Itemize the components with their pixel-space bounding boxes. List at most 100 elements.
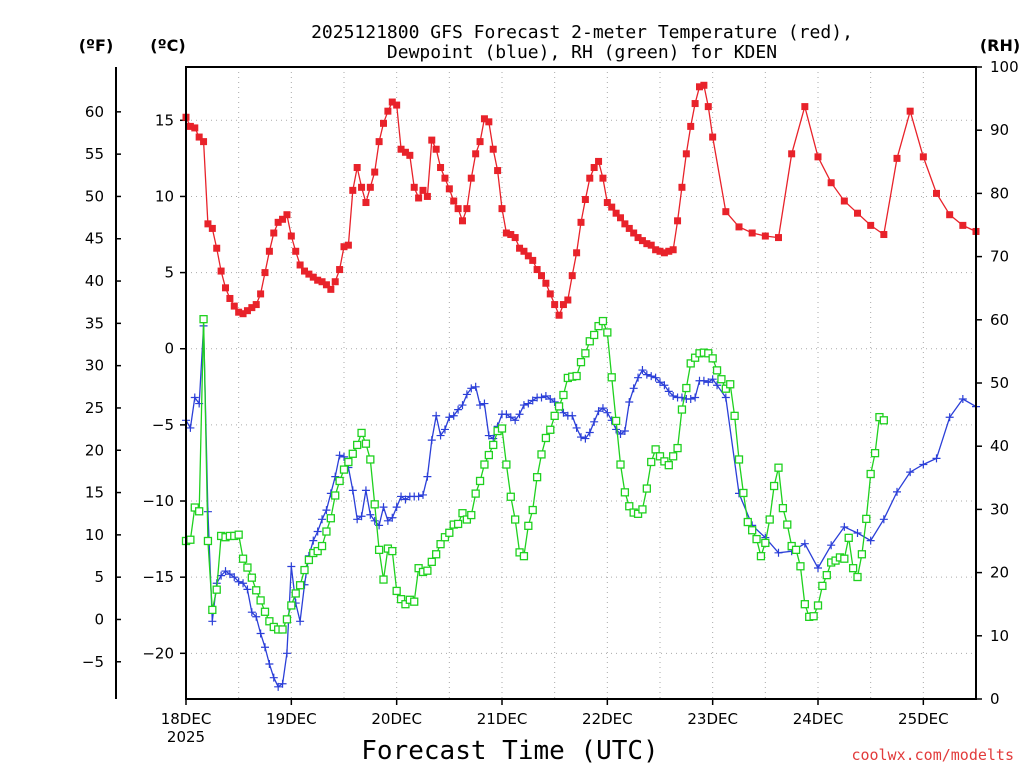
dewpoint-point [388,513,397,522]
temperature-point [880,231,888,239]
dewpoint-point [423,472,432,481]
temperature-point [243,307,251,315]
temperature-point [428,136,436,144]
temperature-point [801,103,809,111]
rh-point [669,452,678,461]
dewpoint-point [906,468,915,477]
temperature-point [542,279,550,287]
temperature-point [516,244,524,252]
dewpoint-point [524,399,533,408]
dewpoint-point [274,682,283,691]
dewpoint-point [932,454,941,463]
rh-point [546,425,555,434]
temperature-point [603,199,611,207]
rh-tick-label: 0 [990,690,1000,708]
rh-point [537,450,546,459]
rh-point [594,321,603,331]
dewpoint-point [656,378,664,387]
rh-point [475,476,485,486]
temperature-point [195,133,203,141]
temperature-point [494,167,502,175]
rh-point [212,585,221,594]
temperature-point [700,81,708,89]
rh-point [331,491,340,500]
dewpoint-point [581,434,590,443]
celsius-tick-label: −5 [152,416,174,434]
dewpoint-point [502,410,511,419]
dewpoint-point [699,376,708,385]
rh-point [287,601,296,610]
x-tick-label: 21DEC [477,710,528,728]
rh-point [853,572,862,582]
rh-point [203,536,213,546]
dewpoint-point [234,577,243,586]
temperature-point [344,241,352,249]
dewpoint-point [432,411,441,420]
temperature-point [564,296,572,304]
temperature-point [450,197,458,205]
rh-point [743,517,752,527]
temperature-point [906,107,914,115]
temperature-point [296,261,304,269]
rh-point [625,502,634,511]
dewpoint-point [239,579,248,588]
dewpoint-point [774,548,783,557]
temperature-point [331,278,339,286]
temperature-point [538,272,545,280]
rh-point [756,552,766,561]
temperature-point [204,220,212,228]
dewpoint-point [642,370,651,379]
fahrenheit-tick-label: 20 [85,441,104,459]
temperature-point [696,83,703,91]
dewpoint-point [577,433,585,442]
dewpoint-point [471,382,480,391]
dewpoint-point [462,390,471,399]
dewpoint-point [269,673,278,682]
dewpoint-point [379,503,388,512]
dewpoint-point [541,391,550,400]
temperature-point [375,138,383,146]
temperature-line [185,84,977,317]
temperature-point [257,290,265,298]
rh-point [554,402,564,411]
rh-unit-label: (RH) [980,36,1020,55]
temperature-point [761,232,769,240]
dewpoint-point [638,366,647,375]
temperature-point [854,209,861,217]
temperature-point [283,211,291,219]
rh-line [185,319,885,631]
temperature-point [322,281,330,289]
temperature-point [208,224,216,232]
dewpoint-point [629,384,638,393]
temperature-point [612,209,620,217]
rh-point [243,563,252,572]
ticks-layer: 18DEC 19DEC 20DEC 21DEC 22DEC 23DEC 24DEC 25DEC… [82,58,1019,728]
rh-point [462,515,472,524]
rh-point [458,509,467,518]
dewpoint-point [585,428,594,437]
dewpoint-point [225,570,234,579]
temperature-point [533,266,541,274]
celsius-tick-label: 10 [155,187,174,205]
temperature-point [748,229,756,237]
rh-point [532,473,542,482]
temperature-point [625,224,633,232]
rh-point [682,383,691,393]
temperature-point [489,145,497,153]
rh-point [633,509,643,518]
temperature-point [581,195,589,203]
temperature-point [669,246,677,254]
rh-point [769,481,779,491]
fahrenheit-tick-label: 45 [85,230,104,248]
rh-point [647,457,656,467]
fahrenheit-tick-label: 10 [85,526,104,544]
rh-point [655,452,665,461]
dewpoint-point [708,375,717,384]
temperature-point [709,133,717,141]
temperature-point [788,150,796,158]
rh-point [453,519,463,529]
temperature-point [305,270,313,278]
temperature-point [919,153,927,161]
temperature-point [524,252,532,260]
temperature-point [551,301,559,309]
